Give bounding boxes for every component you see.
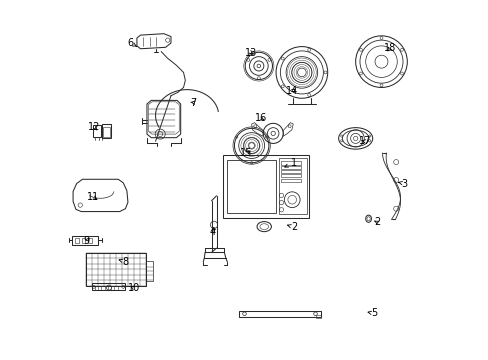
Bar [92,283,125,291]
Text: 12: 12 [87,122,100,132]
Text: 3: 3 [398,179,407,189]
Bar [226,160,276,213]
Bar [88,238,92,243]
Text: 7: 7 [190,98,196,108]
Bar [239,311,320,317]
Bar [316,315,320,319]
Text: 2: 2 [287,222,297,232]
Bar [281,174,300,177]
Bar [281,166,300,169]
Text: 5: 5 [367,309,377,318]
Text: 8: 8 [119,257,128,267]
Text: 4: 4 [209,227,215,237]
Bar [81,238,85,243]
Bar [102,124,111,138]
Text: 9: 9 [83,236,90,246]
Bar [146,261,152,281]
Bar [93,126,101,137]
Bar [86,253,146,286]
Text: 18: 18 [383,43,395,53]
Text: 16: 16 [254,113,266,123]
Text: 13: 13 [244,48,257,58]
Bar [114,286,117,290]
Text: 14: 14 [286,86,298,96]
Text: 11: 11 [87,192,99,202]
Bar [75,238,79,243]
Text: 17: 17 [358,136,370,146]
Bar [102,127,110,137]
Text: 10: 10 [128,283,140,293]
Text: 6: 6 [127,38,136,48]
Bar [281,170,300,173]
Bar [101,286,104,290]
Text: 1: 1 [284,158,296,168]
Text: 2: 2 [373,217,380,227]
Bar [281,179,300,182]
Bar [281,161,300,165]
Bar [107,286,111,290]
Bar [278,158,306,214]
Bar [223,155,308,218]
Bar [94,286,98,290]
Text: 15: 15 [240,148,252,158]
Bar [72,235,98,244]
